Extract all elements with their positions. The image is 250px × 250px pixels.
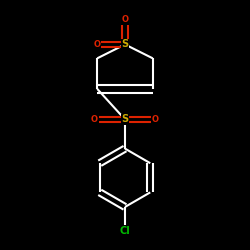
Text: S: S xyxy=(122,114,128,124)
Text: O: O xyxy=(91,115,98,124)
Text: Cl: Cl xyxy=(120,226,130,235)
Text: O: O xyxy=(152,115,159,124)
Text: O: O xyxy=(122,15,128,24)
Text: O: O xyxy=(94,40,101,49)
Text: S: S xyxy=(122,40,128,50)
